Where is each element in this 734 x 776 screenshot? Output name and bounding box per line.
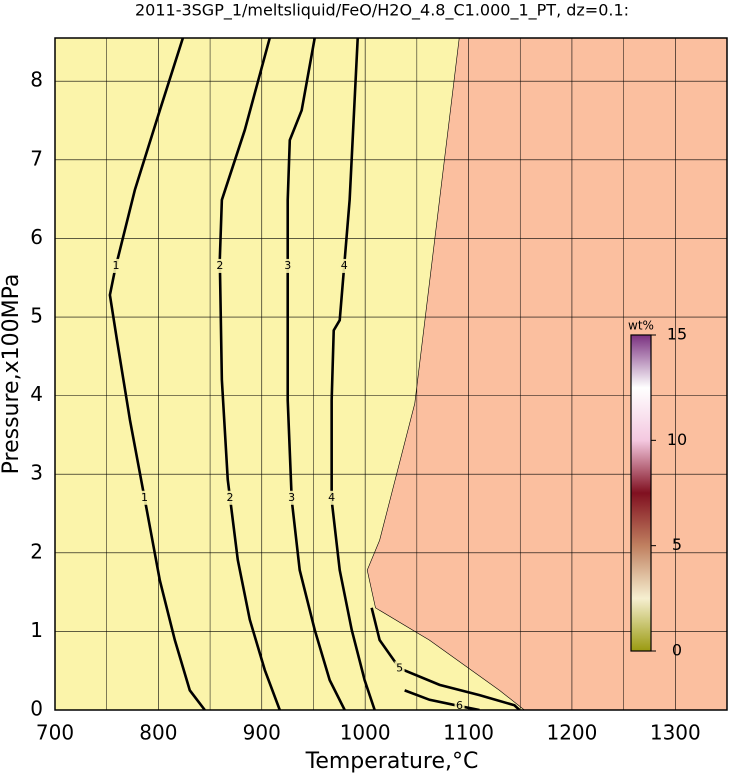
x-tick-label: 1300 xyxy=(650,721,701,745)
colorbar-tick-label: 15 xyxy=(667,325,687,344)
y-axis-label: Pressure,x100MPa xyxy=(0,274,24,475)
y-tick-label: 3 xyxy=(30,461,43,485)
contour-label: 1 xyxy=(141,491,148,504)
x-tick-label: 900 xyxy=(243,721,281,745)
y-tick-label: 6 xyxy=(30,225,43,249)
contour-label: 5 xyxy=(396,661,403,674)
contour-label-bg xyxy=(454,699,465,710)
colorbar-label: wt% xyxy=(628,319,654,333)
x-tick-label: 1200 xyxy=(546,721,597,745)
colorbar xyxy=(630,334,652,652)
contour-label-bg xyxy=(326,490,337,505)
contour-label: 3 xyxy=(288,491,295,504)
x-tick-label: 700 xyxy=(36,721,74,745)
contour-label-bg xyxy=(139,490,150,505)
contour-line xyxy=(108,38,206,710)
contour-line xyxy=(286,38,346,710)
contour-label-bg xyxy=(286,490,297,505)
y-tick-label: 4 xyxy=(30,382,43,406)
y-tick-label: 8 xyxy=(30,68,43,92)
y-tick-label: 1 xyxy=(30,618,43,642)
contour-label-bg xyxy=(110,258,121,273)
colorbar-tick-label: 5 xyxy=(672,535,682,554)
x-tick-label: 1000 xyxy=(340,721,391,745)
y-tick-label: 2 xyxy=(30,539,43,563)
contour-label-bg xyxy=(339,258,350,273)
y-tick-label: 5 xyxy=(30,304,43,328)
colorbar-tick-label: 0 xyxy=(672,641,682,660)
contour-label: 2 xyxy=(216,259,223,272)
x-tick-label: 800 xyxy=(139,721,177,745)
y-tick-label: 7 xyxy=(30,146,43,170)
y-tick-label: 0 xyxy=(30,697,43,721)
contour-label: 4 xyxy=(341,259,348,272)
x-axis-label: Temperature,°C xyxy=(305,749,479,774)
contour-label-bg xyxy=(214,258,225,273)
contour-label: 1 xyxy=(112,259,119,272)
contour-label-bg xyxy=(225,490,236,505)
contour-line xyxy=(218,38,281,710)
contour-line xyxy=(370,607,521,710)
contour-label: 6 xyxy=(456,699,463,712)
contour-label: 3 xyxy=(284,259,291,272)
plot-frame xyxy=(54,37,728,711)
contour-label-bg xyxy=(282,258,293,273)
contour-line xyxy=(404,689,480,710)
contour-label-bg xyxy=(394,661,405,676)
contour-label: 2 xyxy=(227,491,234,504)
x-tick-label: 1100 xyxy=(443,721,494,745)
chart-title: 2011-3SGP_1/meltsliquid/FeO/H2O_4.8_C1.0… xyxy=(135,1,629,21)
contour-label: 4 xyxy=(328,491,335,504)
colorbar-tick-label: 10 xyxy=(667,430,687,449)
